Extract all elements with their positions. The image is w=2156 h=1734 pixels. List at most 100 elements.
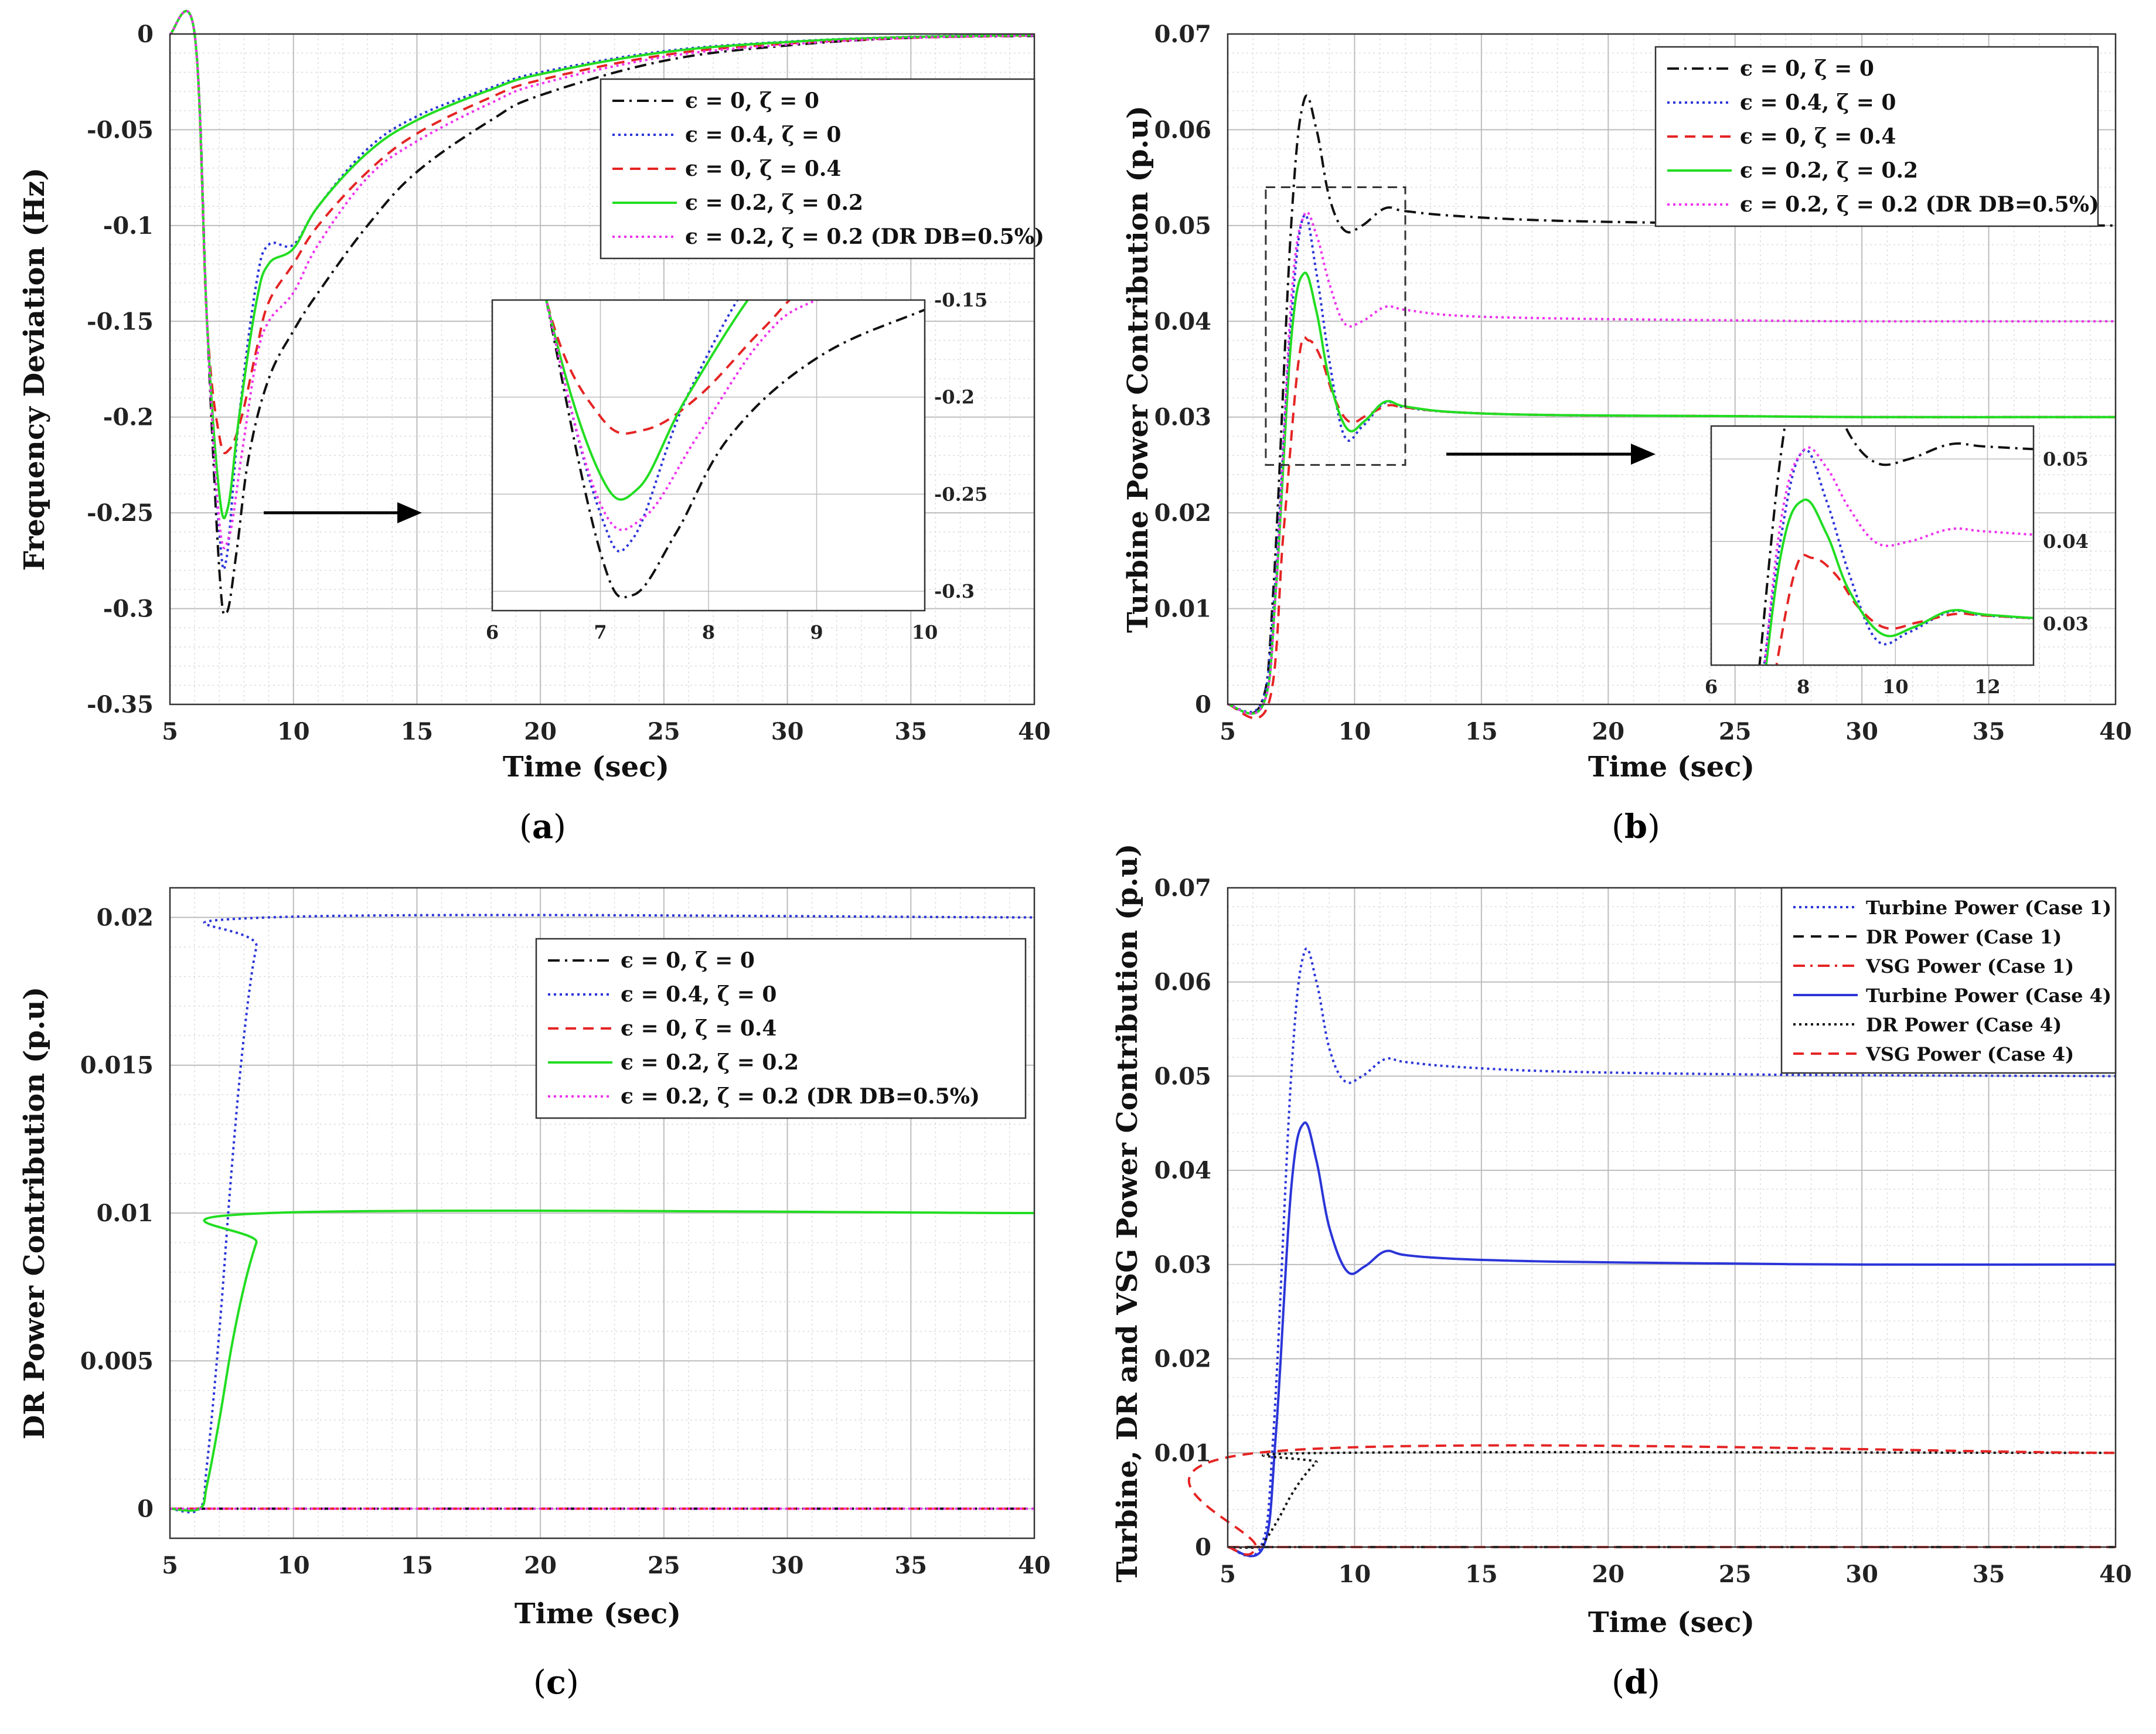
inset-x-tick-label: 7 <box>594 621 607 643</box>
inset-y-tick-label: -0.25 <box>934 483 987 505</box>
y-tick-label: 0.02 <box>1154 499 1211 527</box>
panel-label-letter: a <box>532 808 553 846</box>
inset-a-series-4 <box>545 300 820 532</box>
legend-entry: ϵ = 0.2, ζ = 0.2 (DR DB=0.5%) <box>1740 192 2099 217</box>
x-tick-label: 10 <box>277 718 310 745</box>
y-tick-label: 0.04 <box>1154 1157 1211 1184</box>
legend: ϵ = 0, ζ = 0 ϵ = 0.4, ζ = 0 ϵ = 0, ζ = 0.4… <box>535 938 1027 1119</box>
inset-x-tick-label: 10 <box>912 621 938 643</box>
x-tick-label: 10 <box>1338 1561 1371 1588</box>
panel-label-letter: b <box>1624 808 1647 846</box>
x-tick-label: 25 <box>648 1552 680 1579</box>
x-tick-label: 35 <box>1973 718 2005 745</box>
y-tick-label: 0.05 <box>1154 1062 1211 1090</box>
inset-y-tick-label: -0.2 <box>934 386 975 408</box>
x-tick-label: 10 <box>277 1552 310 1579</box>
x-tick-label: 10 <box>1338 718 1371 745</box>
inset-b-series-1 <box>1763 448 2034 665</box>
inset-a-series-2 <box>545 300 792 435</box>
x-tick-label: 35 <box>894 718 927 745</box>
legend-entry: Turbine Power (Case 1) <box>1866 897 2111 919</box>
y-tick-label: 0.07 <box>1154 874 1211 902</box>
axes-frame <box>1227 33 2117 706</box>
inset-x-tick-label: 6 <box>486 621 499 643</box>
y-tick-label: 0.01 <box>97 1200 154 1227</box>
legend-entry: ϵ = 0, ζ = 0.4 <box>1740 124 1896 149</box>
panel-label-close: ) <box>566 1664 579 1702</box>
y-tick-label: -0.35 <box>87 691 154 718</box>
y-axis-label: DR Power Contribution (p.u) <box>18 987 51 1440</box>
zoom-box <box>1265 186 1406 466</box>
panel-label: (b) <box>1612 808 1660 846</box>
arrow-head <box>1631 444 1656 465</box>
legend-entry: DR Power (Case 1) <box>1866 926 2062 948</box>
inset-x-tick-label: 8 <box>1797 676 1810 698</box>
series-group <box>169 9 1035 616</box>
panel-label-letter: d <box>1624 1663 1647 1702</box>
inset-frame <box>491 299 926 612</box>
legend: ϵ = 0, ζ = 0 ϵ = 0.4, ζ = 0 ϵ = 0, ζ = 0.4… <box>1654 46 2099 227</box>
legend-entry: ϵ = 0.2, ζ = 0.2 (DR DB=0.5%) <box>685 224 1044 249</box>
panel-d-series-0 <box>1227 947 2116 1558</box>
legend-entry: ϵ = 0.2, ζ = 0.2 <box>685 190 863 215</box>
y-tick-label: 0.02 <box>97 904 154 931</box>
inset-x-tick-label: 6 <box>1705 676 1718 698</box>
inset-b-series-3 <box>1765 498 2034 665</box>
panel-label-letter: c <box>546 1663 566 1702</box>
y-tick-label: -0.05 <box>87 116 154 144</box>
legend-entry: VSG Power (Case 1) <box>1865 955 2074 977</box>
x-tick-label: 30 <box>771 1552 804 1579</box>
x-tick-label: 20 <box>524 1552 557 1579</box>
inset-y-tick-label: 0.04 <box>2043 530 2089 553</box>
y-axis-label: Frequency Deviation (Hz) <box>18 168 51 571</box>
y-tick-label: 0.01 <box>1154 595 1211 623</box>
y-tick-label: 0.03 <box>1154 1251 1211 1279</box>
x-tick-label: 20 <box>1592 1561 1624 1588</box>
y-tick-label: -0.2 <box>103 404 154 431</box>
panel-d: 5 10 15 20 25 30 35 40 0 0.01 0.02 0.03 0.04 0.05 0.06… <box>1111 844 2132 1702</box>
legend-entry: ϵ = 0.4, ζ = 0 <box>685 122 841 147</box>
y-tick-label: 0.005 <box>80 1347 154 1375</box>
panel-d-series-5 <box>1187 1444 2116 1556</box>
y-tick-label: 0.04 <box>1154 308 1211 335</box>
panel-b-series-0 <box>1227 94 2116 715</box>
x-tick-label: 30 <box>771 718 804 745</box>
panel-label: (a) <box>519 808 566 846</box>
x-tick-label: 30 <box>1845 1561 1878 1588</box>
y-axis-label: Turbine Power Contribution (p.u) <box>1122 105 1154 633</box>
y-tick-label: 0.06 <box>1154 116 1211 144</box>
x-axis-label: Time (sec) <box>515 1597 681 1630</box>
y-tick-label: 0 <box>137 21 154 48</box>
legend-entry: DR Power (Case 4) <box>1866 1014 2062 1036</box>
x-axis-label: Time (sec) <box>1588 1606 1755 1639</box>
axes-frame <box>169 887 1036 1539</box>
arrow-head <box>397 502 422 523</box>
legend-entry: ϵ = 0.4, ζ = 0 <box>1740 90 1896 115</box>
legend-entry: ϵ = 0.4, ζ = 0 <box>621 982 776 1007</box>
panel-a: 5 10 15 20 25 30 35 40 0 -0.05 -0.1 -0.15 -0.2 -0.25 -… <box>18 9 1051 846</box>
x-tick-label: 35 <box>1973 1561 2005 1588</box>
legend-entry: ϵ = 0.2, ζ = 0.2 <box>1740 158 1918 183</box>
inset-y-tick-label: -0.15 <box>934 289 987 311</box>
series-group <box>1227 94 2116 720</box>
x-tick-label: 15 <box>1465 1561 1498 1588</box>
x-tick-label: 25 <box>648 718 680 745</box>
legend-entry: ϵ = 0, ζ = 0 <box>685 88 819 113</box>
x-tick-label: 20 <box>524 718 557 745</box>
y-tick-label: -0.15 <box>87 308 154 335</box>
panel-label-close: ) <box>553 808 566 846</box>
x-tick-label: 20 <box>1592 718 1624 745</box>
inset-x-tick-label: 12 <box>1974 676 2001 698</box>
panel-label: (d) <box>1612 1663 1660 1702</box>
x-axis-label: Time (sec) <box>1588 751 1755 783</box>
x-tick-label: 40 <box>2099 1561 2132 1588</box>
inset-x-tick-label: 9 <box>810 621 823 643</box>
y-tick-label: 0 <box>1195 691 1211 718</box>
series-group <box>169 914 1035 1514</box>
x-tick-label: 5 <box>1220 718 1236 745</box>
panel-label-open: ( <box>1612 808 1624 846</box>
y-tick-label: 0 <box>1195 1534 1211 1561</box>
x-axis-label: Time (sec) <box>503 751 669 783</box>
panel-b: 5 10 15 20 25 30 35 40 0 0.01 0.02 0.03 0.04 0.05 0.06… <box>1122 21 2132 846</box>
